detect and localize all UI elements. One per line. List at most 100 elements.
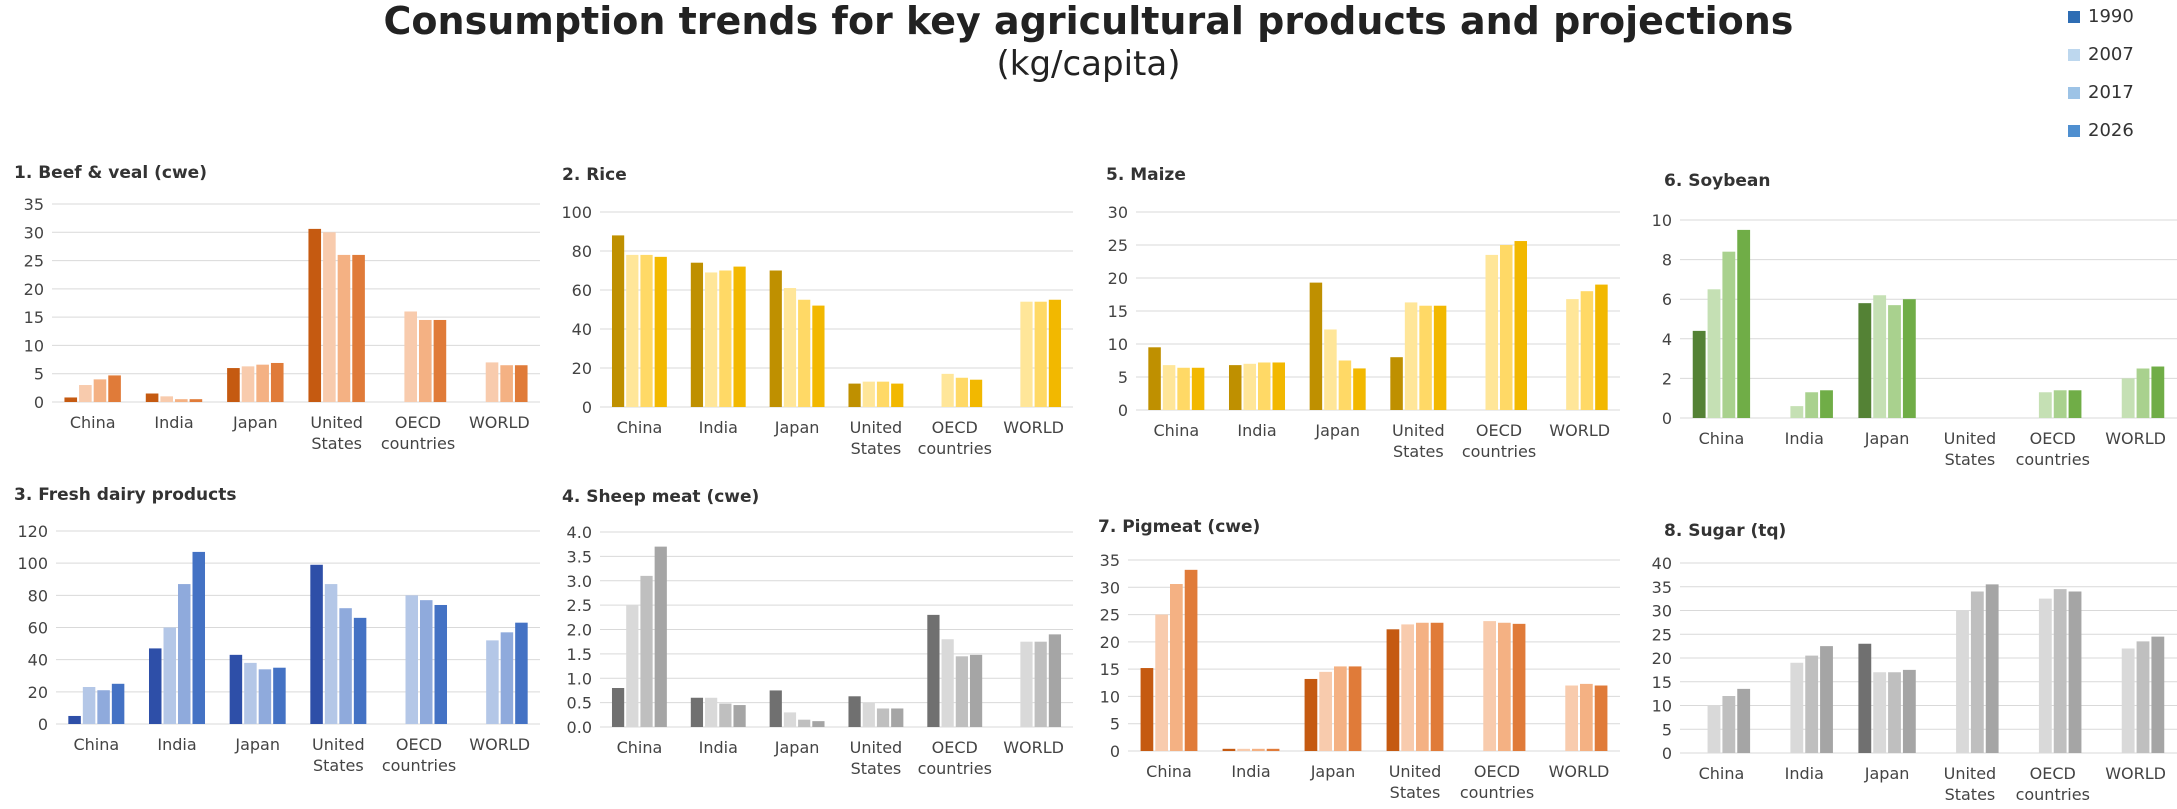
bar [2053,390,2067,418]
bar [1309,282,1323,410]
bar [1155,614,1168,751]
bar [719,270,732,407]
bar [969,379,983,407]
legend-item-1990: 1990 [2068,6,2134,30]
bar [848,383,861,407]
x-tick-label: Japan [1310,762,1356,781]
x-tick-label: United [850,418,903,437]
bar [1594,685,1608,751]
bar [1272,362,1286,410]
bar [1304,678,1318,751]
x-tick-label: China [1699,764,1745,783]
x-tick-label: China [617,418,663,437]
legend-item-2026: 2026 [2068,120,2134,144]
x-tick-label: India [1785,429,1824,448]
x-tick-label: States [1393,442,1444,461]
bar [111,683,125,724]
bar [1334,666,1347,751]
bar [1722,696,1736,753]
y-tick-label: 0 [34,393,44,412]
bar [812,721,825,727]
y-tick-label: 1.0 [567,669,592,688]
bar [1566,299,1579,410]
y-tick-label: 2.0 [567,621,592,640]
y-tick-label: 25 [24,252,44,271]
bar [611,688,625,727]
bar [848,696,861,727]
x-tick-label: India [154,413,193,432]
x-tick-label: countries [2016,450,2090,469]
bar [79,385,92,402]
chart-panel-2: 2. Rice 0 20 40 60 80 100 China India Japan United… [561,165,1073,458]
y-tick-label: 2 [1662,369,1672,388]
bar [1985,584,1999,753]
bar [486,640,499,724]
x-tick-label: OECD [2030,764,2076,783]
bar [229,654,243,724]
bar [876,708,890,727]
x-tick-label: OECD [2030,429,2076,448]
bar [1177,367,1190,410]
bar [433,319,447,402]
y-tick-label: 20 [28,683,48,702]
bar [1580,291,1594,410]
bar [175,399,188,402]
bar [256,364,269,402]
y-tick-label: 20 [1108,269,1128,288]
x-tick-label: Japan [232,413,278,432]
y-tick-label: 20 [24,280,44,299]
x-tick-label: countries [382,756,456,775]
bar [1020,301,1033,407]
y-tick-label: 80 [572,242,592,261]
bar [1184,569,1198,751]
bar [705,272,718,407]
y-tick-label: 15 [1652,673,1672,692]
bar [1048,634,1062,727]
bar [323,232,336,402]
bar [941,373,954,407]
y-tick-label: 25 [1100,606,1120,625]
x-tick-label: States [311,434,362,453]
y-tick-label: 15 [1100,660,1120,679]
bar [1338,360,1352,410]
bar [1348,666,1362,751]
y-tick-label: 1.5 [567,645,592,664]
bar [404,311,417,402]
bar [68,715,81,724]
y-tick-label: 100 [561,203,592,222]
bar [1433,305,1447,410]
legend-item-2017: 2017 [2068,82,2134,106]
legend-item-2007: 2007 [2068,44,2134,68]
bar [1148,347,1161,410]
y-tick-label: 100 [17,554,48,573]
x-tick-label: OECD [932,738,978,757]
y-tick-label: 40 [28,651,48,670]
bar [108,375,121,402]
bar [337,254,351,402]
bar [2068,390,2082,418]
bar [353,617,367,724]
y-tick-label: 0 [1110,742,1120,761]
bar [2121,378,2135,418]
bar [1390,357,1403,410]
bar [500,365,513,402]
y-tick-label: 0 [1118,401,1128,420]
y-tick-label: 60 [572,281,592,300]
bar [1500,245,1513,410]
y-tick-label: 20 [572,359,592,378]
bar [244,662,257,724]
bar [2136,368,2150,418]
y-tick-label: 15 [1108,302,1128,321]
x-tick-label: OECD [1474,762,1520,781]
bar [1048,299,1062,407]
bar [1324,329,1337,410]
bar [733,266,746,407]
y-tick-label: 0.5 [567,694,592,713]
bar [273,667,286,724]
legend-label: 2007 [2088,44,2134,65]
x-tick-label: United [1389,762,1442,781]
x-tick-label: China [1146,762,1192,781]
x-tick-label: Japan [774,418,820,437]
bar [1319,671,1332,751]
